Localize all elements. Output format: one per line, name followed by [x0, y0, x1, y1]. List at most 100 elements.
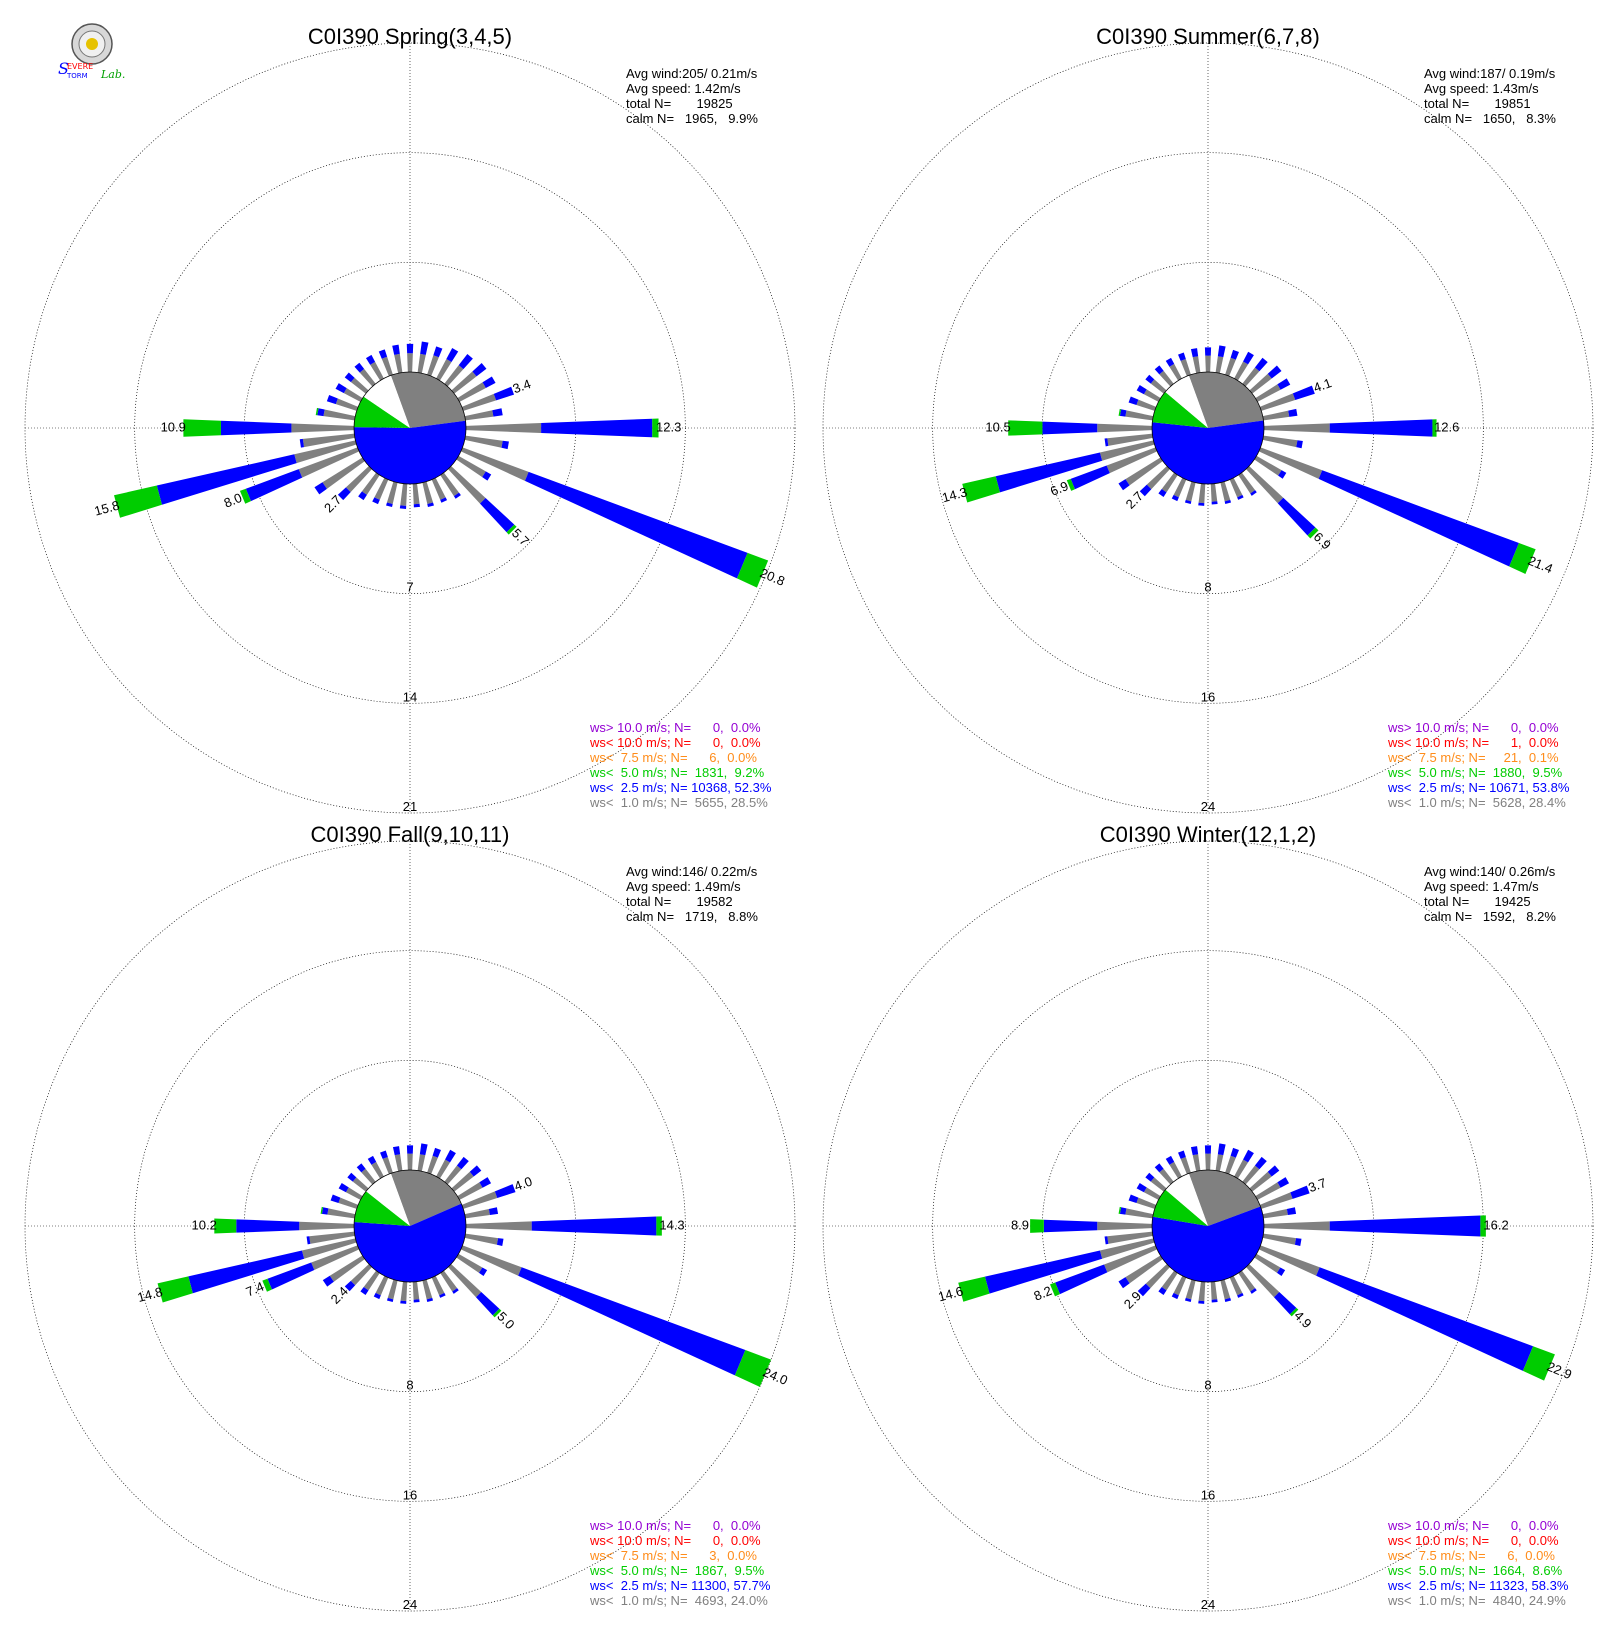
spoke-segment-lt5 [1050, 1282, 1060, 1297]
ring-label: 24 [403, 1597, 417, 1612]
ring-label: 24 [1201, 1597, 1215, 1612]
spoke-segment-lt25 [1250, 1288, 1257, 1294]
spoke-dir-310 [1145, 1172, 1167, 1192]
spoke-segment-lt25 [1217, 345, 1226, 358]
spoke-dir-290 [1128, 1194, 1157, 1209]
chart-title: C0I390 Summer(6,7,8) [1096, 24, 1320, 49]
spoke-segment-lt5 [962, 476, 1000, 503]
spoke-segment-lt25 [236, 1219, 300, 1233]
spoke-segment-lt25 [1104, 1236, 1109, 1245]
spoke-segment-lt25 [1224, 1297, 1232, 1302]
spoke-dir-145 [1238, 472, 1257, 496]
spoke-dir-145 [440, 472, 461, 499]
spoke-segment-lt1 [1143, 389, 1161, 402]
spoke-dir-90: 12.6 [1263, 419, 1459, 437]
spoke-segment-lt25 [494, 1184, 516, 1198]
spoke-segment-lt1 [436, 359, 452, 381]
legend-entry: ws< 5.0 m/s; N= 1664, 8.6% [1387, 1563, 1563, 1578]
spoke-segment-lt1 [1159, 370, 1174, 387]
spoke-segment-lt1 [1180, 1157, 1191, 1175]
spoke-segment-lt1 [1254, 1253, 1281, 1273]
spoke-segment-lt25 [344, 1280, 356, 1292]
spoke-segment-lt1 [1238, 472, 1256, 494]
spoke-segment-lt25 [380, 1150, 388, 1159]
spoke-segment-lt25 [1198, 1300, 1205, 1304]
spoke-dir-100 [1262, 435, 1303, 449]
spoke-segment-lt1 [294, 440, 357, 464]
spoke-segment-lt25 [1055, 1264, 1108, 1295]
spoke-segment-lt25 [400, 1300, 407, 1304]
spoke-segment-lt25 [1292, 385, 1315, 400]
spoke-segment-lt1 [1104, 1245, 1158, 1273]
spoke-dir-255: 14.8 [136, 1238, 357, 1305]
ring-3 [24, 42, 796, 814]
stats-line: Avg wind:146/ 0.22m/s [626, 864, 758, 879]
spoke-segment-lt1 [1205, 1153, 1211, 1171]
spoke-segment-lt25 [1171, 494, 1179, 502]
spoke-segment-lt25 [472, 363, 487, 377]
spoke-segment-lt1 [374, 477, 389, 500]
spoke-segment-lt1 [460, 1245, 522, 1276]
spoke-segment-lt25 [1158, 488, 1167, 497]
spoke-dir-255: 14.6 [936, 1238, 1155, 1304]
spoke-dir-350 [1190, 1146, 1201, 1172]
spoke-segment-lt25 [1118, 479, 1130, 491]
spoke-segment-lt1 [1262, 410, 1290, 421]
spoke-dir-135: 5.7 [448, 466, 532, 549]
spoke-segment-lt1 [1246, 466, 1284, 504]
spoke-dir-0 [406, 343, 414, 373]
spoke-segment-lt25 [399, 505, 407, 509]
spoke-segment-lt25 [335, 383, 347, 394]
spoke-segment-lt1 [1169, 363, 1182, 381]
spoke-segment-lt1 [1229, 1275, 1243, 1296]
spoke-segment-lt1 [1255, 1182, 1281, 1200]
spoke-segment-lt25 [1230, 349, 1240, 360]
spoke-segment-lt1 [1262, 435, 1298, 448]
spoke-segment-lt1 [299, 1221, 355, 1231]
spoke-segment-lt25 [1119, 1207, 1127, 1215]
spoke-segment-lt1 [381, 356, 393, 377]
spoke-segment-lt1 [460, 447, 529, 481]
ring-2 [134, 950, 686, 1502]
spoke-segment-lt25 [518, 1267, 746, 1376]
spoke-segment-lt25 [475, 1291, 500, 1316]
spoke-segment-lt5 [315, 407, 319, 416]
spoke-dir-300 [335, 383, 363, 402]
stats-line: calm N= 1719, 8.8% [626, 909, 758, 924]
ring-3 [822, 42, 1594, 814]
spoke-segment-lt1 [1106, 447, 1158, 474]
spoke-segment-lt1 [301, 1238, 357, 1259]
spoke-segment-lt25 [1190, 348, 1199, 358]
wind-rose-panel-1: 714213.412.320.85.72.78.015.810.9C0I390 … [24, 24, 796, 814]
spoke-label: 8.0 [222, 490, 244, 511]
spoke-dir-165 [422, 1279, 434, 1302]
spoke-segment-lt1 [412, 483, 420, 505]
stats-line: Avg wind:140/ 0.26m/s [1424, 864, 1556, 879]
spoke-segment-lt1 [1229, 477, 1243, 498]
spoke-dir-195 [386, 481, 398, 508]
spoke-segment-lt25 [1277, 1177, 1290, 1188]
spoke-dir-112.5: 22.9 [1258, 1245, 1574, 1382]
spoke-segment-lt25 [446, 347, 459, 363]
legend-entry: ws< 1.0 m/s; N= 5628, 28.4% [1387, 795, 1566, 810]
spoke-segment-lt25 [378, 349, 388, 359]
spoke-dir-50 [1249, 1165, 1280, 1192]
spoke-segment-lt1 [387, 1279, 398, 1300]
spoke-dir-90: 14.3 [465, 1216, 685, 1236]
legend-entry: ws> 10.0 m/s; N= 0, 0.0% [1387, 1518, 1559, 1533]
spoke-dir-236 [314, 457, 365, 495]
spoke-dir-80 [464, 1207, 499, 1219]
spoke-dir-195 [386, 1279, 398, 1302]
spoke-segment-lt1 [448, 466, 486, 504]
spoke-dir-175 [412, 483, 420, 508]
spoke-segment-lt1 [1097, 1221, 1153, 1231]
spoke-segment-lt1 [1246, 1264, 1280, 1298]
spoke-segment-lt25 [995, 452, 1103, 493]
legend-entry: ws< 2.5 m/s; N= 10671, 53.8% [1387, 780, 1570, 795]
spoke-segment-lt1 [1254, 455, 1282, 476]
spoke-segment-lt1 [436, 1159, 451, 1179]
spoke-segment-lt25 [420, 341, 429, 355]
spoke-segment-lt1 [1145, 1264, 1170, 1289]
spoke-dir-330 [365, 354, 384, 381]
stats-line: Avg wind:205/ 0.21m/s [626, 66, 758, 81]
